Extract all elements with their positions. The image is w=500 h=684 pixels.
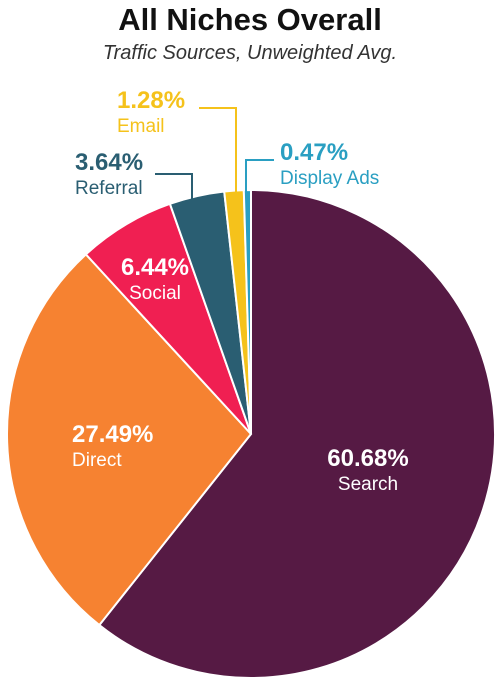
chart-subtitle: Traffic Sources, Unweighted Avg.: [102, 42, 398, 64]
leader-line-email: [199, 107, 237, 197]
category-label-email: Email: [117, 116, 165, 137]
value-label-referral: 3.64%: [75, 149, 143, 176]
category-label-display-ads: Display Ads: [280, 168, 379, 189]
category-label-search: Search: [338, 474, 398, 495]
pie-slice-direct: [6, 252, 253, 627]
pie-slice-search: [97, 188, 496, 679]
value-label-direct: 27.49%: [72, 421, 153, 448]
slice-labels: 60.68%Search 27.49%Direct 6.44%Social 3.64%…: [72, 87, 409, 495]
value-label-email: 1.28%: [117, 87, 185, 114]
category-label-referral: Referral: [75, 178, 143, 199]
category-label-direct: Direct: [72, 450, 122, 471]
leader-line-referral: [155, 173, 193, 203]
value-label-display-ads: 0.47%: [280, 139, 348, 166]
pie-slices: [6, 188, 496, 679]
leader-lines: [155, 107, 274, 203]
category-label-social: Social: [129, 283, 181, 304]
leader-line-display-ads: [245, 159, 274, 195]
value-label-search: 60.68%: [327, 445, 408, 472]
pie-slice-display-ads: [242, 188, 252, 435]
value-label-social: 6.44%: [121, 254, 189, 281]
chart-title: All Niches Overall: [118, 2, 382, 37]
